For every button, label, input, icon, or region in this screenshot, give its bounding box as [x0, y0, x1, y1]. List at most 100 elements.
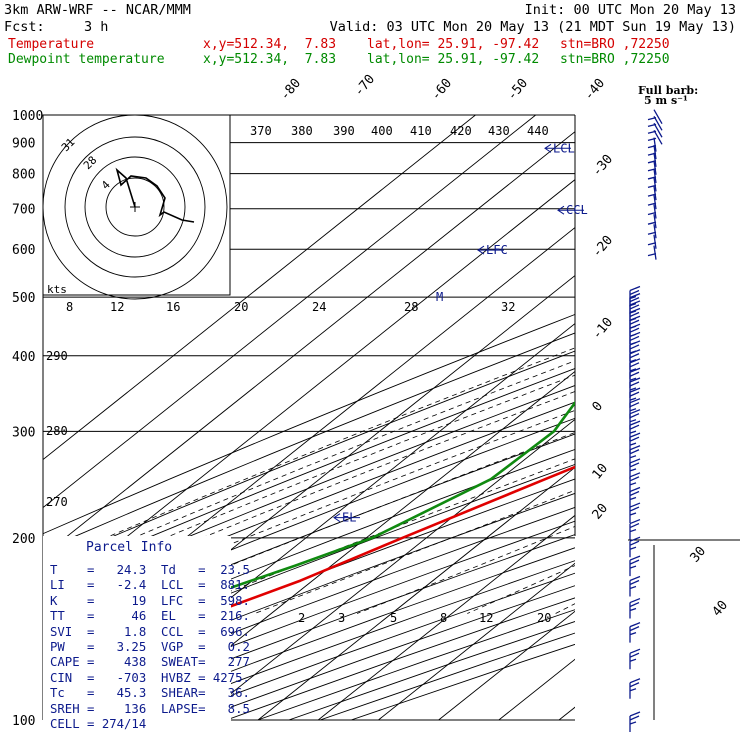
temperature-xy: x,y=512.34, 7.83 [203, 37, 337, 52]
pressure-label-300: 300 [12, 425, 35, 440]
wind-barb [629, 575, 641, 597]
wind-barb [647, 145, 657, 160]
wind-barb [629, 377, 641, 399]
dewpoint-legend: Dewpoint temperature [8, 52, 165, 67]
moist-adiabat [43, 360, 575, 577]
dry-adiabat [43, 448, 575, 655]
isotherm-label: 10 [590, 461, 612, 483]
pressure-label-600: 600 [12, 243, 35, 258]
hodograph-box [42, 114, 231, 296]
valid-time: Valid: 03 UTC Mon 20 May 13 (21 MDT Sun … [329, 19, 736, 35]
hodograph-trace [115, 167, 195, 223]
parcel-info-row: CELL = 274/14 [50, 717, 147, 731]
wind-barb [629, 420, 641, 442]
isotherm [438, 610, 575, 720]
mixing-ratio-label: 8 [440, 611, 447, 625]
pressure-label-1000: 1000 [12, 109, 43, 124]
pressure-label-500: 500 [12, 291, 35, 306]
theta-e-label: 430 [488, 124, 510, 138]
wind-barb [629, 458, 641, 479]
dry-adiabat [43, 463, 575, 669]
level-mark-arrow [544, 143, 571, 153]
dry-adiabat [43, 385, 575, 598]
isotherm-label: 30 [688, 544, 710, 566]
isotherm [43, 115, 536, 509]
isotherm-label: -60 [429, 76, 456, 104]
wind-barb [647, 130, 663, 145]
dry-adiabat [257, 609, 575, 720]
wind-barb [629, 387, 641, 409]
wind-speed-label: 24 [312, 300, 326, 314]
mixing-ratio-label: 5 [390, 611, 397, 625]
wind-barb [647, 152, 657, 167]
isotherm-label: -40 [582, 76, 609, 104]
wind-barb [629, 555, 641, 577]
dry-adiabat-label: 280 [46, 424, 68, 438]
pressure-label-100: 100 [12, 714, 35, 729]
wind-barb [629, 622, 641, 643]
dry-adiabat-label: 290 [46, 349, 68, 363]
theta-e-label: 370 [250, 124, 272, 138]
theta-e-label: 390 [333, 124, 355, 138]
isotherm-label: -10 [590, 315, 617, 343]
full-barb-label: Full barb: [638, 84, 699, 97]
wind-barb [629, 518, 641, 540]
wind-barb [647, 137, 657, 152]
dry-adiabat [43, 350, 575, 567]
level-mark-lfc: LFC [486, 243, 508, 257]
isotherm-label: 40 [710, 598, 732, 620]
temperature-station: stn=BRO ,72250 [560, 37, 670, 52]
dewpoint-xy: x,y=512.34, 7.83 [203, 52, 337, 67]
theta-e-label: 380 [291, 124, 313, 138]
dry-adiabat [288, 620, 575, 720]
hodograph-ring [42, 114, 228, 300]
wind-barb [629, 648, 641, 670]
isotherm [197, 418, 575, 720]
wind-barb [629, 445, 641, 466]
isotherm [679, 115, 740, 720]
parcel-info-panel [43, 536, 231, 726]
moist-adiabats [43, 347, 575, 614]
parcel-info-row: PW = 3.25 VGP = 0.2 [50, 640, 250, 654]
parcel-info-row: SREH = 136 LAPSE= 8.5 [50, 701, 250, 716]
parcel-info-title: Parcel Info [86, 540, 173, 555]
wind-barb [647, 116, 663, 131]
moist-adiabat [467, 565, 575, 614]
wind-speed-label: 12 [110, 300, 124, 314]
isotherm [257, 466, 575, 720]
isotherm [378, 562, 575, 720]
isotherm [317, 514, 575, 720]
wind-barb [629, 486, 641, 508]
moist-adiabat [254, 489, 575, 614]
wind-barb [629, 398, 641, 419]
isotherm-label: -30 [590, 152, 617, 180]
wind-barb [629, 432, 641, 454]
parcel-info-row: Tc = 45.3 SHEAR= 36. [50, 686, 250, 701]
wind-barb [629, 711, 641, 732]
hodograph-ring [105, 177, 165, 237]
theta-e-label: 420 [450, 124, 472, 138]
pressure-label-200: 200 [12, 532, 35, 547]
level-marks: EL LFC CCL LCL M [333, 141, 588, 525]
wind-speed-label: 32 [501, 300, 515, 314]
wind-barb [647, 122, 663, 138]
model-title: 3km ARW-WRF -- NCAR/MMM [4, 2, 191, 18]
isotherm-label: -70 [352, 72, 379, 100]
mixing-ratio-label: 20 [537, 611, 551, 625]
isotherm-label: -80 [278, 76, 305, 104]
isotherm-label: -50 [505, 76, 532, 104]
moist-adiabat [555, 603, 575, 614]
wind-barb [647, 245, 657, 260]
wind-speed-label: 16 [166, 300, 180, 314]
wind-barb [647, 195, 657, 210]
isotherm [137, 370, 575, 720]
wind-barb [647, 224, 657, 239]
pressure-label-800: 800 [12, 168, 35, 183]
temperature-latlon: lat,lon= 25.91, -97.42 [367, 37, 540, 52]
wind-speed-label: 20 [234, 300, 248, 314]
wind-barb [647, 186, 657, 201]
level-mark-m: M [436, 290, 443, 304]
isotherm [43, 131, 575, 557]
moist-adiabat [43, 347, 575, 566]
